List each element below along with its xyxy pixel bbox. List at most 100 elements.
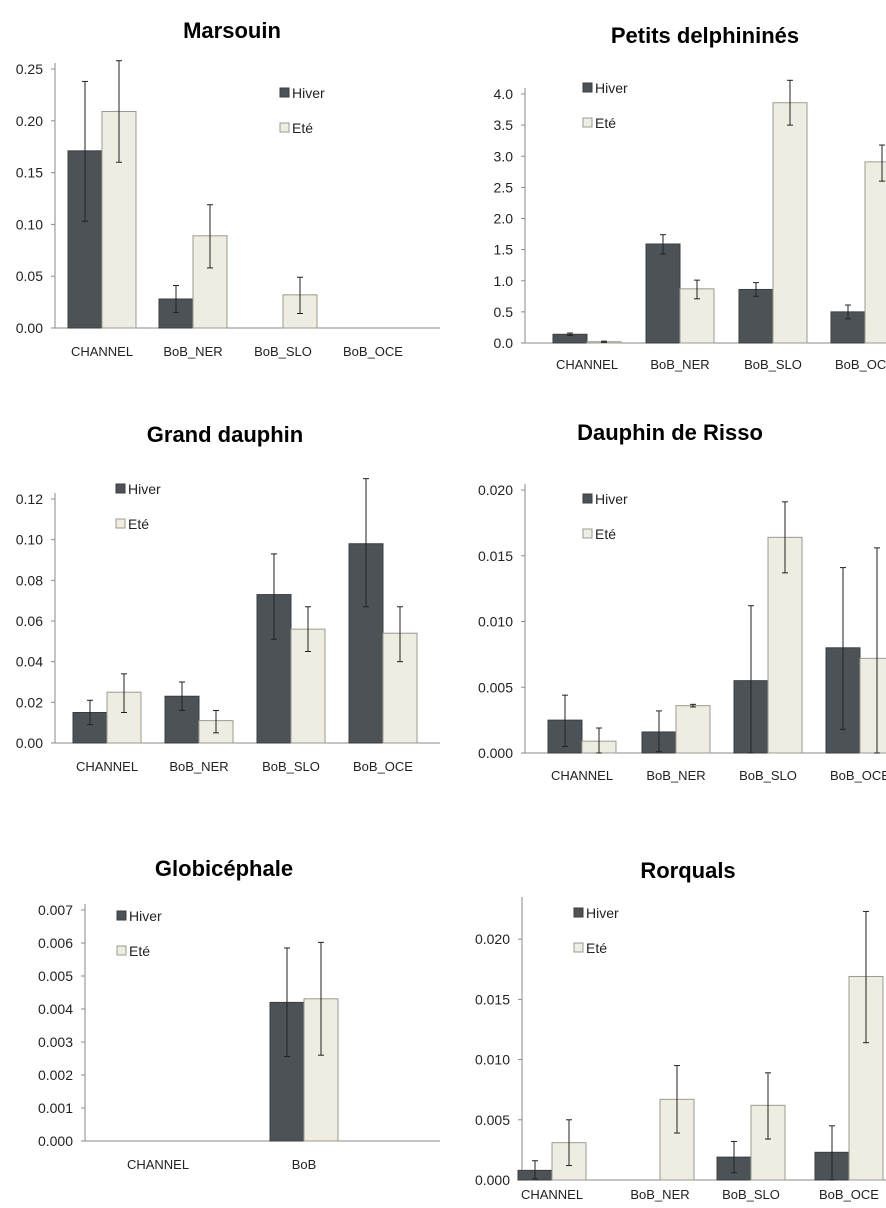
bar-hiver bbox=[645, 243, 681, 344]
y-tick-label: 0.007 bbox=[38, 902, 73, 918]
x-tick-label: BoB_SLO bbox=[739, 768, 797, 783]
x-tick-label: BoB_SLO bbox=[722, 1187, 780, 1202]
y-tick-label: 0.15 bbox=[16, 165, 43, 181]
legend-label-hiver: Hiver bbox=[595, 80, 628, 96]
bar-ete bbox=[675, 705, 711, 754]
legend-label-ete: Eté bbox=[586, 940, 607, 956]
chart-legend: Hiver Eté bbox=[115, 481, 161, 532]
y-tick-label: 0.020 bbox=[478, 482, 513, 498]
y-tick-label: 0.10 bbox=[16, 532, 43, 548]
x-tick-label: CHANNEL bbox=[127, 1157, 189, 1172]
x-tick-label: BoB_NER bbox=[646, 768, 705, 783]
y-tick-label: 2.5 bbox=[494, 179, 514, 195]
chart-panel: Globicéphale 0.000 0.001 0.002 0.003 0.004 0.0… bbox=[38, 856, 440, 1172]
x-tick-label: BoB_OCE bbox=[835, 357, 886, 372]
x-tick-label: BoB_NER bbox=[630, 1187, 689, 1202]
x-tick-label: BoB bbox=[292, 1157, 317, 1172]
chart-title: Dauphin de Risso bbox=[577, 420, 763, 445]
y-tick-label: 3.0 bbox=[494, 148, 514, 164]
legend-swatch-hiver bbox=[116, 910, 127, 921]
x-tick-label: BoB_OCE bbox=[353, 759, 413, 774]
x-tick-label: CHANNEL bbox=[521, 1187, 583, 1202]
chart-panel: Petits delphininés 0.0 0.5 1.0 1.5 2.0 2.5 3.0 3… bbox=[494, 23, 886, 372]
y-tick-label: 0.000 bbox=[478, 745, 513, 761]
chart-panel: Dauphin de Risso 0.000 0.005 0.010 0.015 0.02… bbox=[478, 420, 886, 783]
y-tick-label: 0.005 bbox=[475, 1112, 510, 1128]
y-tick-label: 0.006 bbox=[38, 935, 73, 951]
chart-legend: Hiver Eté bbox=[116, 908, 162, 959]
x-tick-label: BoB_NER bbox=[169, 759, 228, 774]
y-tick-label: 0.015 bbox=[478, 548, 513, 564]
x-tick-label: BoB_OCE bbox=[830, 768, 886, 783]
legend-label-hiver: Hiver bbox=[586, 905, 619, 921]
chart-title: Marsouin bbox=[183, 18, 281, 43]
chart-panel: Marsouin 0.00 0.05 0.10 0.15 0.20 0.25 CHANNEL B… bbox=[16, 18, 440, 359]
legend-label-ete: Eté bbox=[595, 115, 616, 131]
legend-swatch-ete bbox=[279, 122, 290, 133]
y-tick-label: 1.0 bbox=[494, 273, 514, 289]
legend-swatch-ete bbox=[582, 528, 593, 539]
legend-swatch-ete bbox=[573, 942, 584, 953]
legend-label-hiver: Hiver bbox=[292, 85, 325, 101]
y-tick-label: 0.05 bbox=[16, 268, 43, 284]
chart-legend: Hiver Eté bbox=[279, 85, 325, 136]
y-tick-label: 0.004 bbox=[38, 1001, 73, 1017]
x-tick-label: BoB_SLO bbox=[254, 344, 312, 359]
legend-label-ete: Eté bbox=[292, 120, 313, 136]
x-tick-label: BoB_OCE bbox=[819, 1187, 879, 1202]
x-tick-label: CHANNEL bbox=[76, 759, 138, 774]
legend-label-hiver: Hiver bbox=[129, 908, 162, 924]
y-tick-label: 0.005 bbox=[478, 679, 513, 695]
y-tick-label: 0.25 bbox=[16, 61, 43, 77]
y-tick-label: 0.04 bbox=[16, 654, 43, 670]
legend-swatch-hiver bbox=[582, 493, 593, 504]
y-tick-label: 0.20 bbox=[16, 113, 43, 129]
y-tick-label: 0.10 bbox=[16, 216, 43, 232]
chart-title: Rorquals bbox=[640, 858, 735, 883]
legend-label-hiver: Hiver bbox=[595, 491, 628, 507]
chart-title: Petits delphininés bbox=[611, 23, 799, 48]
chart-title: Globicéphale bbox=[155, 856, 293, 881]
y-tick-label: 0.001 bbox=[38, 1100, 73, 1116]
chart-panel: Rorquals 0.000 0.005 0.010 0.015 0.020 CHANNEL… bbox=[475, 858, 886, 1202]
y-tick-label: 2.0 bbox=[494, 211, 514, 227]
y-tick-label: 0.12 bbox=[16, 491, 43, 507]
y-tick-label: 3.5 bbox=[494, 117, 514, 133]
x-tick-label: BoB_OCE bbox=[343, 344, 403, 359]
y-tick-label: 0.06 bbox=[16, 613, 43, 629]
y-tick-label: 0.003 bbox=[38, 1034, 73, 1050]
y-tick-label: 0.000 bbox=[38, 1133, 73, 1149]
chart-legend: Hiver Eté bbox=[582, 491, 628, 542]
legend-swatch-ete bbox=[582, 117, 593, 128]
legend-label-ete: Eté bbox=[595, 526, 616, 542]
chart-panel: Grand dauphin 0.00 0.02 0.04 0.06 0.08 0.10 0.1… bbox=[16, 422, 440, 774]
x-tick-label: BoB_SLO bbox=[262, 759, 320, 774]
bar-ete bbox=[859, 657, 886, 754]
x-tick-label: BoB_NER bbox=[650, 357, 709, 372]
y-tick-label: 4.0 bbox=[494, 86, 514, 102]
legend-label-ete: Eté bbox=[128, 516, 149, 532]
x-tick-label: BoB_NER bbox=[163, 344, 222, 359]
y-tick-label: 0.002 bbox=[38, 1067, 73, 1083]
chart-legend: Hiver Eté bbox=[582, 80, 628, 131]
legend-label-hiver: Hiver bbox=[128, 481, 161, 497]
legend-swatch-hiver bbox=[573, 907, 584, 918]
legend-swatch-hiver bbox=[115, 483, 126, 494]
y-tick-label: 0.0 bbox=[494, 335, 514, 351]
y-tick-label: 0.00 bbox=[16, 735, 43, 751]
bar-ete bbox=[772, 102, 808, 344]
x-tick-label: CHANNEL bbox=[71, 344, 133, 359]
y-tick-label: 0.08 bbox=[16, 572, 43, 588]
y-tick-label: 0.005 bbox=[38, 968, 73, 984]
legend-swatch-hiver bbox=[279, 87, 290, 98]
bar-hiver bbox=[738, 288, 774, 344]
y-tick-label: 0.02 bbox=[16, 694, 43, 710]
legend-label-ete: Eté bbox=[129, 943, 150, 959]
y-tick-label: 0.010 bbox=[478, 614, 513, 630]
y-tick-label: 0.5 bbox=[494, 304, 514, 320]
legend-swatch-ete bbox=[115, 518, 126, 529]
y-tick-label: 1.5 bbox=[494, 242, 514, 258]
x-tick-label: CHANNEL bbox=[551, 768, 613, 783]
legend-swatch-ete bbox=[116, 945, 127, 956]
